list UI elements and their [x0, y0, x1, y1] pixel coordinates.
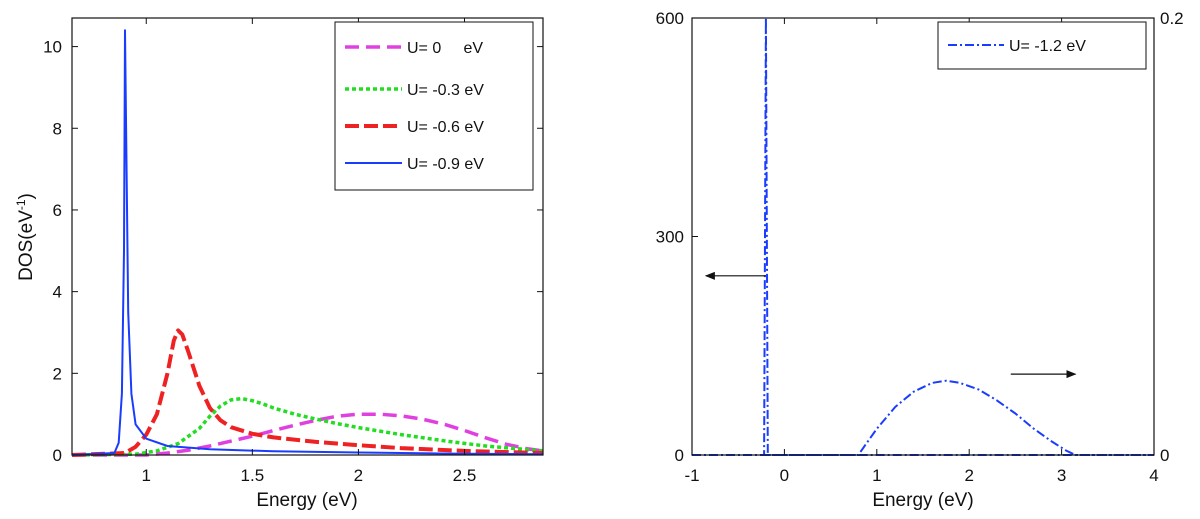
- right-x-tick-label: 3: [1057, 466, 1066, 485]
- left-x-axis-label: Energy (eV): [256, 490, 357, 511]
- left-x-tick-label: 1.5: [241, 466, 265, 485]
- left-y-tick-label: 10: [43, 38, 62, 57]
- left-ticks-group: 1 1.5 2 2.5 0 2 4 6 8 10: [43, 18, 543, 485]
- right-y-right-tick-label: 0.2: [1160, 9, 1184, 28]
- left-y-tick-label: 0: [53, 446, 62, 465]
- left-y-axis-label: DOS(eV-1): [14, 193, 37, 281]
- right-legend: U= -1.2 eV: [937, 21, 1147, 70]
- legend-label-u-1-2: U= -1.2 eV: [1009, 38, 1086, 55]
- right-y-left-tick-label: 600: [656, 9, 684, 28]
- legend-label-u-0-9: U= -0.9 eV: [407, 156, 484, 173]
- left-series-1: [71, 396, 544, 457]
- left-chart: 1 1.5 2 2.5 0 2 4 6 8 10 Energy (eV) DOS(eV-1) U=…: [14, 17, 544, 511]
- left-y-tick-label: 2: [53, 364, 62, 383]
- legend-label-u-0-3: U= -0.3 eV: [407, 82, 484, 99]
- left-y-tick-label: 4: [53, 283, 62, 302]
- left-y-tick-label: 6: [53, 201, 62, 220]
- left-y-tick-label: 8: [53, 119, 62, 138]
- right-y-left-tick-label: 300: [656, 228, 684, 247]
- right-series-group: [692, 17, 1154, 456]
- right-annotation-arrows: [704, 271, 1077, 379]
- left-series-2: [71, 328, 544, 457]
- right-x-axis-label: Energy (eV): [872, 490, 973, 511]
- left-series-3: [71, 29, 544, 456]
- right-series-0: [692, 17, 1154, 456]
- right-x-tick-label: 0: [780, 466, 789, 485]
- right-plot-frame: [691, 17, 1155, 456]
- left-x-tick-label: 2: [354, 466, 363, 485]
- right-y-left-tick-label: 0: [675, 446, 684, 465]
- left-series-group: [71, 29, 544, 457]
- right-y-right-tick-label: 0: [1160, 446, 1169, 465]
- left-legend: U= 0 eV U= -0.3 eV U= -0.6 eV U= -0.9 eV: [334, 21, 534, 191]
- right-series-1: [692, 379, 1154, 456]
- left-plot-frame: [71, 17, 544, 456]
- left-x-tick-label: 1: [142, 466, 151, 485]
- right-x-tick-label: 2: [964, 466, 973, 485]
- legend-label-u0: U= 0 eV: [407, 40, 483, 57]
- right-x-tick-label: -1: [684, 466, 699, 485]
- left-x-tick-label: 2.5: [453, 466, 477, 485]
- right-x-tick-label: 4: [1149, 466, 1158, 485]
- right-x-tick-label: 1: [872, 466, 881, 485]
- legend-label-u-0-6: U= -0.6 eV: [407, 119, 484, 136]
